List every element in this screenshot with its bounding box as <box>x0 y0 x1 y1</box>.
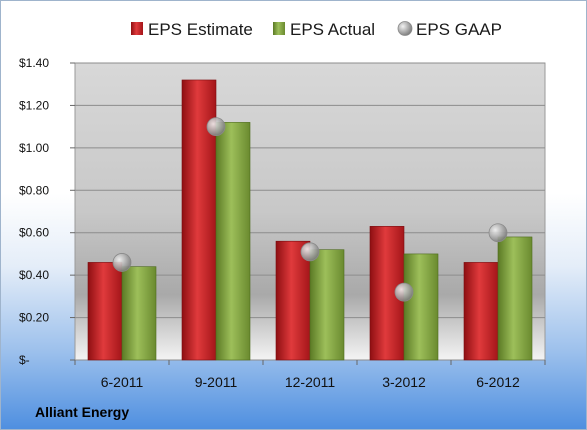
bar-eps-actual <box>215 122 251 361</box>
legend-label: EPS Estimate <box>148 20 253 39</box>
y-tick-label: $0.60 <box>19 226 49 240</box>
x-tick-label: 9-2011 <box>195 374 238 390</box>
y-tick-label: $1.00 <box>19 141 49 155</box>
bar-eps-actual <box>497 236 533 361</box>
bar-eps-estimate <box>87 262 123 361</box>
gaap-markers <box>112 117 508 302</box>
y-tick-label: $1.20 <box>19 98 49 112</box>
y-tick-label: $1.40 <box>19 56 49 70</box>
x-axis-ticks: 6-2011 9-2011 12-2011 3-2012 6-2012 <box>74 360 546 390</box>
bar-eps-actual <box>121 266 157 361</box>
marker-eps-gaap <box>112 253 132 272</box>
legend-swatch <box>131 22 143 35</box>
marker-eps-gaap <box>206 117 226 137</box>
x-tick-label: 6-2012 <box>476 374 520 390</box>
bar-eps-actual <box>403 253 439 361</box>
y-tick-label: $0.80 <box>19 183 49 197</box>
legend-swatch <box>273 22 285 35</box>
marker-eps-gaap <box>394 282 414 302</box>
y-tick-label: $0.40 <box>19 268 49 282</box>
x-tick-label: 6-2011 <box>101 374 144 390</box>
x-tick-label: 12-2011 <box>285 374 336 390</box>
legend: EPS Estimate EPS Actual EPS GAAP <box>131 20 502 39</box>
marker-eps-gaap <box>488 223 508 243</box>
y-tick-label: $- <box>19 353 30 367</box>
legend-swatch <box>397 21 413 36</box>
legend-label: EPS GAAP <box>416 20 502 39</box>
bar-eps-estimate <box>275 240 311 361</box>
y-tick-label: $0.20 <box>19 311 49 325</box>
marker-eps-gaap <box>300 242 320 262</box>
x-tick-label: 3-2012 <box>382 374 426 390</box>
legend-label: EPS Actual <box>290 20 375 39</box>
bar-eps-estimate <box>463 262 499 361</box>
y-axis-ticks: $- $0.20 $0.40 $0.60 $0.80 $1.00 $1.20 $1.40 <box>19 56 75 367</box>
company-name: Alliant Energy <box>35 404 129 420</box>
bar-eps-actual <box>309 249 345 361</box>
